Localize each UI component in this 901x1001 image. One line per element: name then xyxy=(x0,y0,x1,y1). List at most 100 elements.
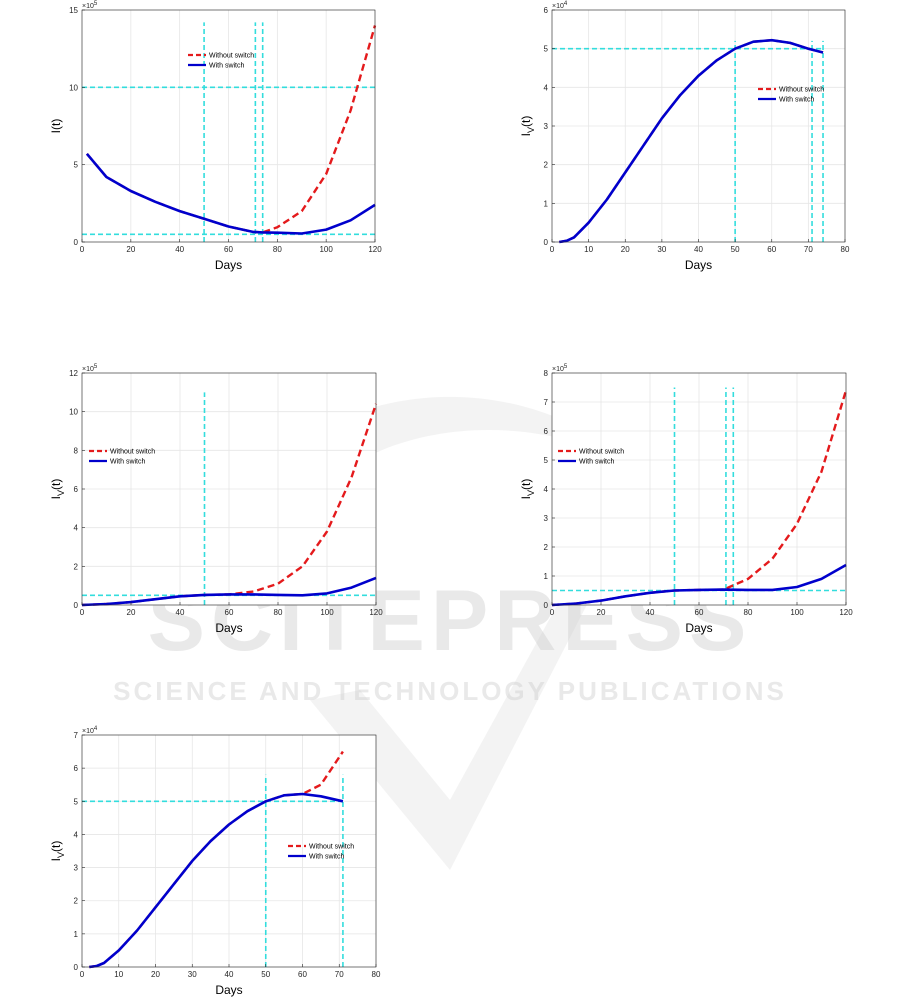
y-tick-label: 4 xyxy=(544,485,549,494)
x-tick-label: 120 xyxy=(369,608,383,617)
y-exponent-label: ×104 xyxy=(82,726,98,735)
y-tick-label: 0 xyxy=(544,238,549,247)
y-tick-label: 1 xyxy=(544,199,549,208)
x-tick-label: 20 xyxy=(621,245,630,254)
x-tick-label: 0 xyxy=(80,245,85,254)
y-tick-label: 8 xyxy=(74,446,79,455)
x-tick-label: 50 xyxy=(261,970,270,979)
y-tick-label: 6 xyxy=(74,764,79,773)
y-tick-label: 7 xyxy=(74,731,79,740)
y-axis-label-subscript: V xyxy=(526,127,536,133)
legend-entry-label: With switch xyxy=(309,854,345,861)
x-tick-label: 40 xyxy=(175,245,184,254)
x-tick-label: 40 xyxy=(176,608,185,617)
y-axis-label-subscript: V xyxy=(56,490,66,496)
x-tick-label: 40 xyxy=(646,608,655,617)
y-exponent-label: ×105 xyxy=(552,364,568,373)
y-axis-label-main: I(t) xyxy=(49,119,63,134)
y-exponent-label: ×104 xyxy=(552,1,568,10)
legend-entry-label: With switch xyxy=(579,459,615,466)
x-tick-label: 0 xyxy=(80,970,85,979)
x-tick-label: 80 xyxy=(744,608,753,617)
series-with-switch-line xyxy=(551,563,847,607)
y-tick-label: 5 xyxy=(544,456,549,465)
y-tick-label: 6 xyxy=(544,6,549,15)
series-with-switch-line xyxy=(559,38,824,244)
x-tick-label: 80 xyxy=(273,245,282,254)
y-exponent-base: ×10 xyxy=(82,728,94,735)
y-axis-label-tail: (t) xyxy=(49,841,63,852)
legend-entry-label: Without switch xyxy=(779,87,824,94)
y-axis-label: I(t) xyxy=(49,119,63,134)
x-tick-label: 50 xyxy=(731,245,740,254)
x-axis-label: Days xyxy=(215,258,242,272)
y-tick-label: 3 xyxy=(544,122,549,131)
y-tick-label: 2 xyxy=(74,562,79,571)
y-tick-label: 2 xyxy=(74,897,79,906)
y-axis-label-subscript: V xyxy=(56,852,66,858)
y-tick-label: 10 xyxy=(69,83,78,92)
y-tick-label: 15 xyxy=(69,6,78,15)
x-tick-label: 70 xyxy=(335,970,344,979)
x-tick-label: 100 xyxy=(320,608,334,617)
chart-panel-3: 0 20 40 60 80 100 120 0 2 4 6 8 10 12 ×105 Days IV(t) Wit… xyxy=(49,364,383,635)
x-tick-label: 40 xyxy=(225,970,234,979)
y-tick-label: 5 xyxy=(544,45,549,54)
y-tick-label: 1 xyxy=(544,572,549,581)
y-tick-label: 12 xyxy=(69,369,78,378)
y-tick-label: 8 xyxy=(544,369,549,378)
y-exponent-power: 4 xyxy=(94,726,98,732)
x-axis-label: Days xyxy=(215,983,242,997)
y-tick-label: 2 xyxy=(544,543,549,552)
y-exponent-base: ×10 xyxy=(82,3,94,10)
x-tick-label: 80 xyxy=(841,245,850,254)
legend-entry-label: With switch xyxy=(779,97,815,104)
x-tick-label: 30 xyxy=(657,245,666,254)
y-axis-label: IV(t) xyxy=(519,116,536,137)
legend: Without switch With switch xyxy=(89,449,155,466)
y-exponent-power: 4 xyxy=(564,1,568,7)
series-with-switch-line xyxy=(85,152,376,235)
x-tick-label: 60 xyxy=(225,608,234,617)
x-tick-label: 30 xyxy=(188,970,197,979)
y-exponent-label: ×105 xyxy=(82,364,98,373)
y-exponent-power: 5 xyxy=(94,364,98,370)
x-tick-label: 80 xyxy=(274,608,283,617)
y-axis-label-tail: (t) xyxy=(519,116,533,127)
x-tick-label: 10 xyxy=(114,970,123,979)
x-tick-label: 120 xyxy=(368,245,382,254)
x-tick-label: 10 xyxy=(584,245,593,254)
x-tick-label: 60 xyxy=(224,245,233,254)
x-axis-label: Days xyxy=(215,621,242,635)
x-tick-label: 60 xyxy=(767,245,776,254)
y-tick-label: 2 xyxy=(544,161,549,170)
x-axis-label: Days xyxy=(685,258,712,272)
series-with-switch-line xyxy=(89,792,344,969)
legend-entry-label: Without switch xyxy=(110,449,155,456)
y-axis-label-main: I xyxy=(49,858,63,861)
x-tick-label: 60 xyxy=(298,970,307,979)
x-axis-label: Days xyxy=(685,621,712,635)
y-tick-label: 0 xyxy=(544,601,549,610)
series-without-switch-line xyxy=(85,25,377,234)
y-tick-label: 3 xyxy=(544,514,549,523)
y-axis-label-main: I xyxy=(519,496,533,499)
y-tick-label: 5 xyxy=(74,797,79,806)
x-tick-label: 100 xyxy=(790,608,804,617)
y-tick-label: 0 xyxy=(74,238,79,247)
x-tick-label: 70 xyxy=(804,245,813,254)
x-tick-label: 0 xyxy=(550,608,555,617)
legend-entry-label: With switch xyxy=(209,63,245,70)
y-tick-label: 1 xyxy=(74,930,79,939)
legend-entry-label: Without switch xyxy=(309,844,354,851)
y-axis-label: IV(t) xyxy=(49,479,66,500)
y-tick-label: 0 xyxy=(74,601,79,610)
y-tick-label: 4 xyxy=(544,83,549,92)
y-exponent-power: 5 xyxy=(94,1,98,7)
x-tick-label: 20 xyxy=(127,608,136,617)
y-exponent-label: ×105 xyxy=(82,1,98,10)
y-tick-label: 10 xyxy=(69,408,78,417)
